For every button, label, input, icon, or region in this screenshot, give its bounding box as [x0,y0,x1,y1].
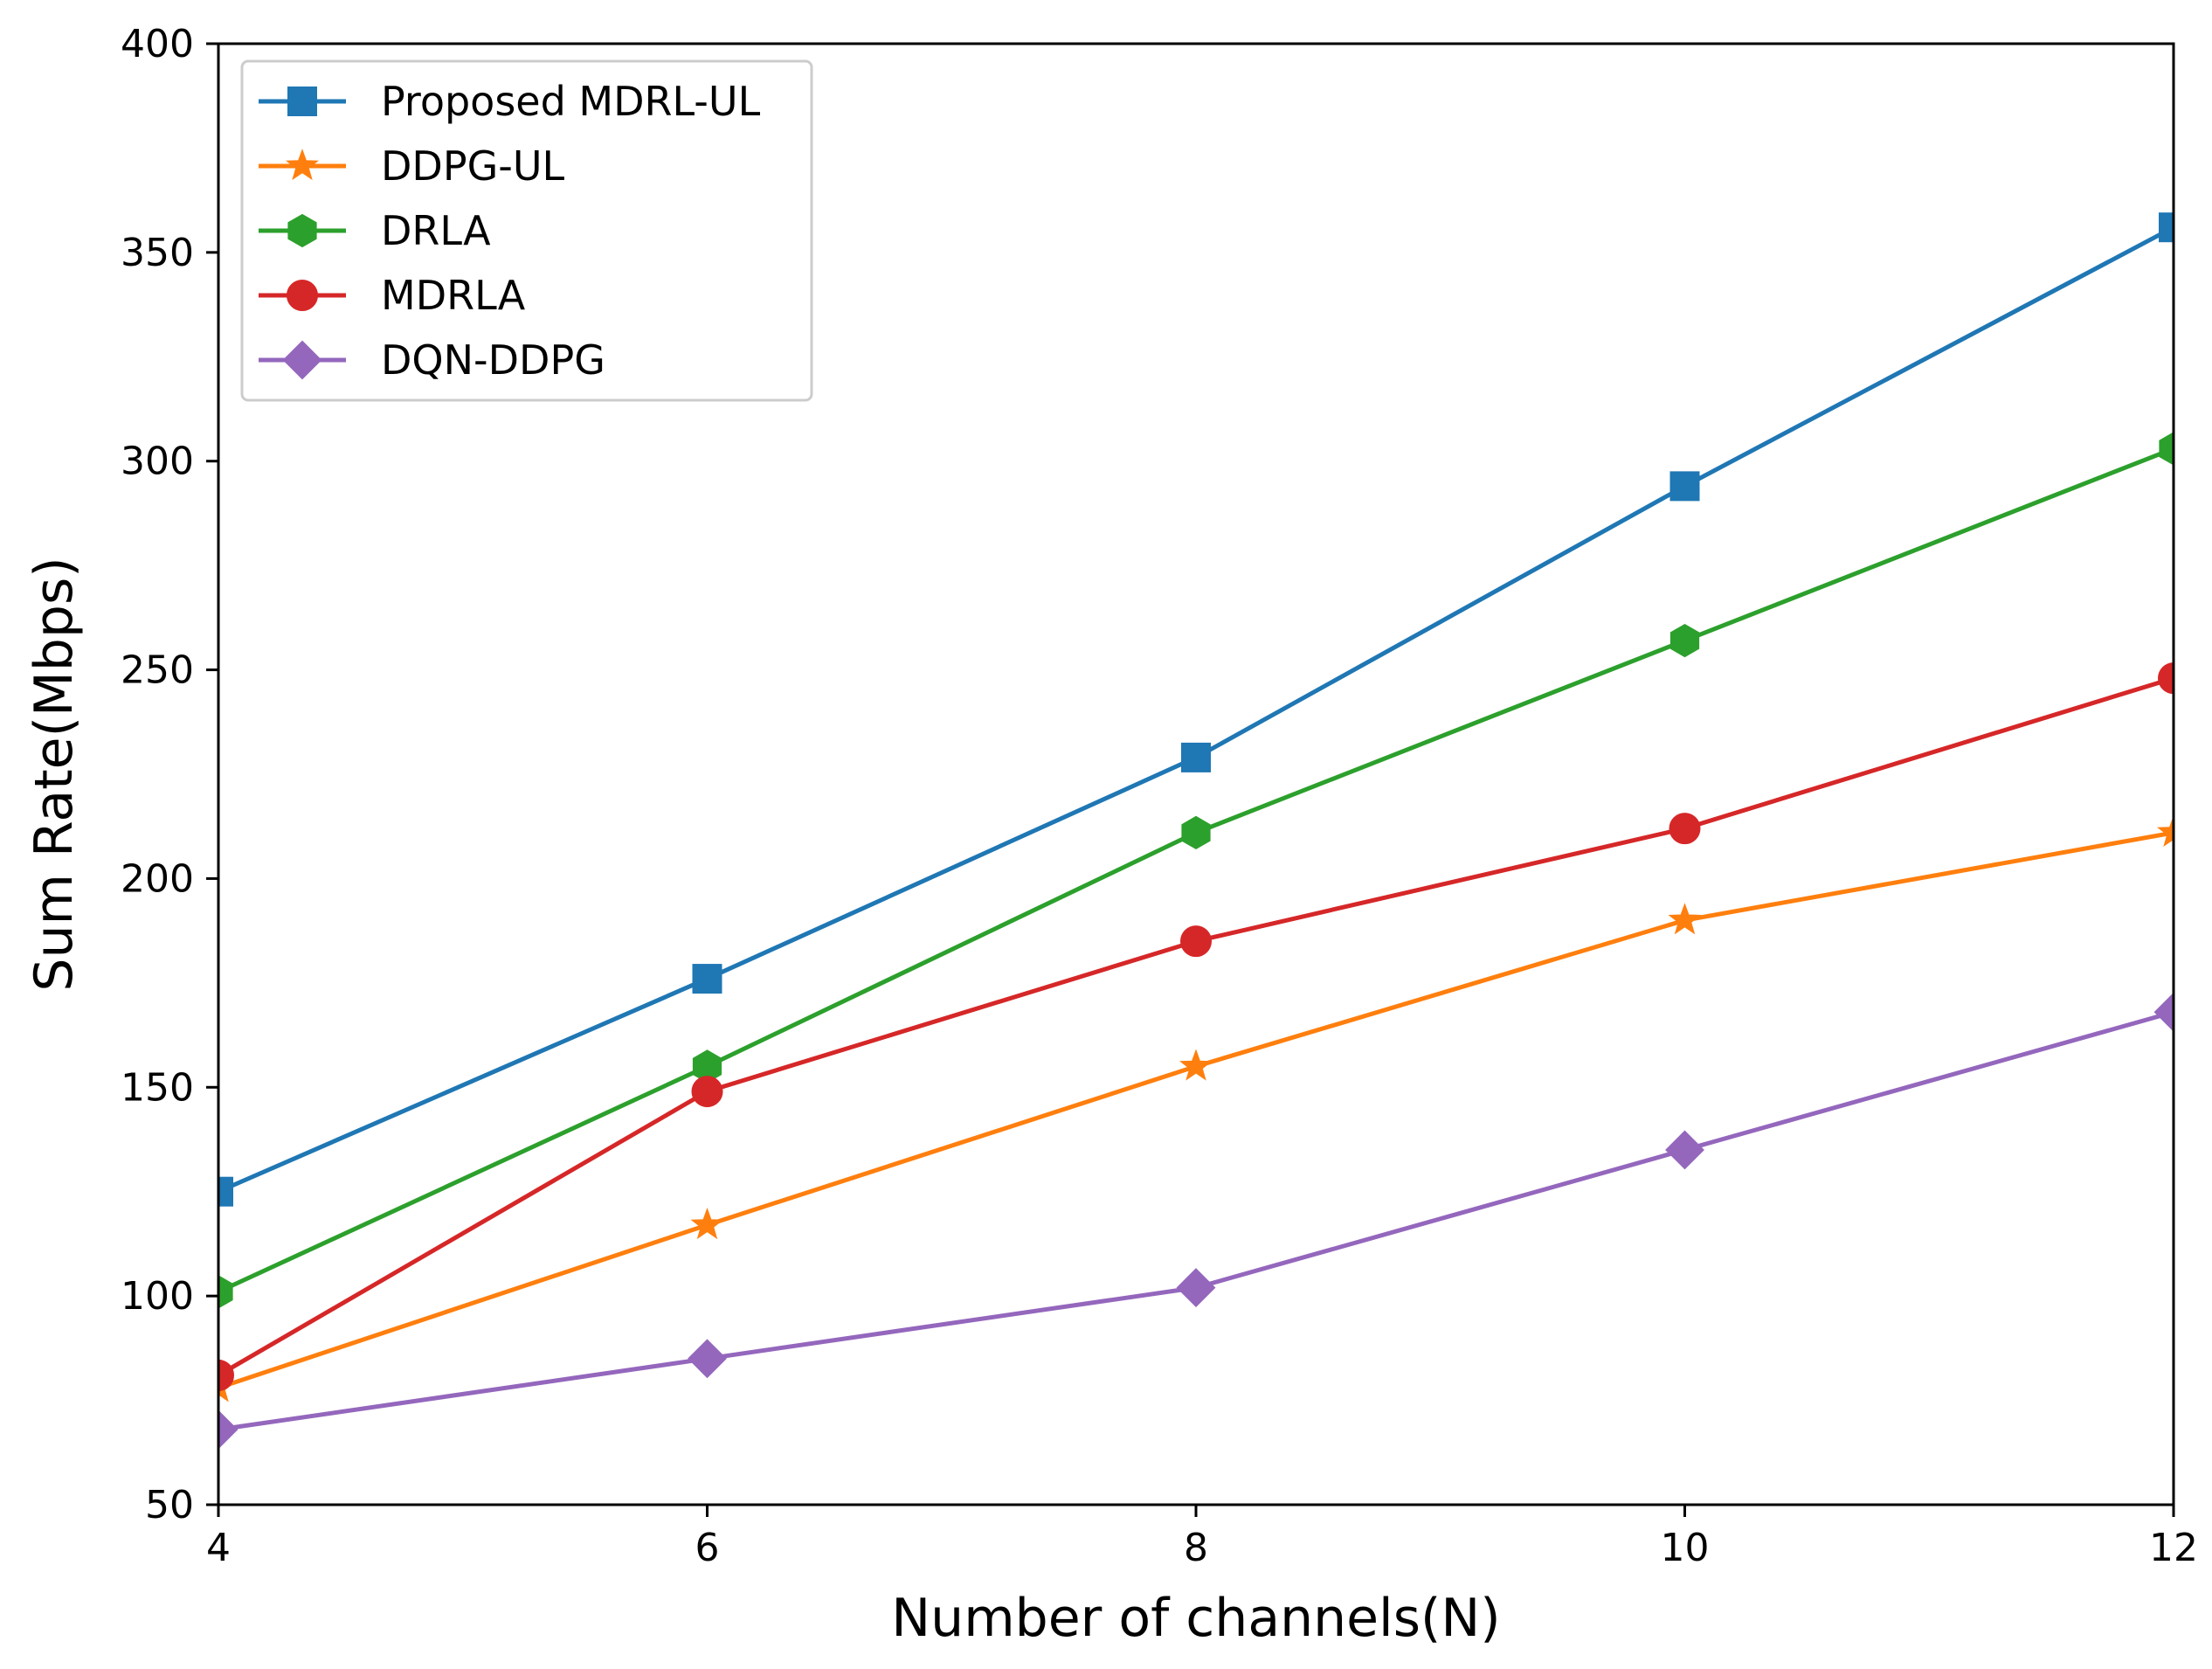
y-tick-label: 100 [121,1274,194,1319]
series-proposed-mdrl-ul [218,212,2174,1207]
data-point-ddpg-ul [2157,814,2174,847]
x-tick-label: 6 [695,1526,720,1570]
data-point-dqn-ddpg [1665,1130,1704,1170]
data-point-drla [1181,815,1211,850]
y-tick-label: 200 [121,856,194,901]
data-point-dqn-ddpg [2153,992,2174,1032]
ticks-layer: 4 6 8 10 12 50 100 150 200 250 300 350 400 [121,22,2198,1570]
data-point-drla [218,1275,233,1309]
series-dqn-ddpg [218,992,2174,1450]
y-tick-label: 250 [121,648,194,693]
legend-box [240,59,813,402]
data-point-mdrla [691,1076,723,1108]
x-tick-label: 10 [1661,1526,1710,1570]
y-tick-label: 400 [121,22,194,66]
data-point-proposed-mdrl-ul [1181,742,1211,772]
data-point-proposed-mdrl-ul [218,1176,233,1207]
series-drla [218,432,2174,1309]
data-point-mdrla [2158,662,2174,695]
x-tick-label: 8 [1184,1526,1208,1570]
x-tick-label: 12 [2149,1526,2198,1570]
series-ddpg-ul [218,814,2174,1402]
data-point-ddpg-ul [690,1207,724,1240]
data-point-dqn-ddpg [1176,1268,1216,1308]
legend-label: MDRLA [381,272,526,319]
data-point-drla [2159,432,2174,466]
x-tick-label: 4 [206,1526,231,1570]
data-point-ddpg-ul [1668,903,1702,935]
data-point-proposed-mdrl-ul [1669,471,1700,502]
series-layer [218,212,2174,1450]
x-axis-label: Number of channels(N) [891,1588,1500,1649]
legend-marker [287,87,317,116]
legend-item-dqn-ddpg: DQN-DDPG [259,336,605,384]
legend-label: DRLA [381,207,491,254]
data-point-drla [1669,623,1700,658]
y-tick-label: 50 [145,1483,194,1527]
series-mdrla [218,662,2174,1391]
data-point-proposed-mdrl-ul [2159,212,2174,243]
legend-item-mdrla: MDRLA [259,272,526,319]
legend-item-drla: DRLA [259,207,491,254]
y-tick-label: 300 [121,440,194,484]
data-point-ddpg-ul [1179,1049,1213,1081]
legend-marker [282,340,322,380]
legend-marker [287,213,317,248]
legend-marker [286,149,319,181]
legend-label: DQN-DDPG [381,336,605,384]
data-point-mdrla [1180,925,1212,958]
series-line-dqn-ddpg [218,1009,2174,1432]
legend-item-ddpg-ul: DDPG-UL [259,142,564,190]
data-point-dqn-ddpg [688,1339,727,1379]
legend-label: DDPG-UL [381,142,564,190]
data-point-proposed-mdrl-ul [692,964,722,994]
y-axis-label: Sum Rate(Mbps) [24,557,85,991]
legend: Proposed MDRL-UL DDPG-UL DRLA MDRLA DQN-DDPG [240,59,813,402]
data-point-mdrla [218,1359,234,1391]
data-point-mdrla [1669,813,1701,845]
data-point-dqn-ddpg [218,1409,238,1450]
series-line-drla [218,447,2174,1294]
legend-item-proposed-mdrl-ul: Proposed MDRL-UL [259,78,761,125]
y-tick-label: 350 [121,231,194,275]
legend-marker [287,280,318,311]
y-tick-label: 150 [121,1065,194,1110]
legend-label: Proposed MDRL-UL [381,78,761,125]
